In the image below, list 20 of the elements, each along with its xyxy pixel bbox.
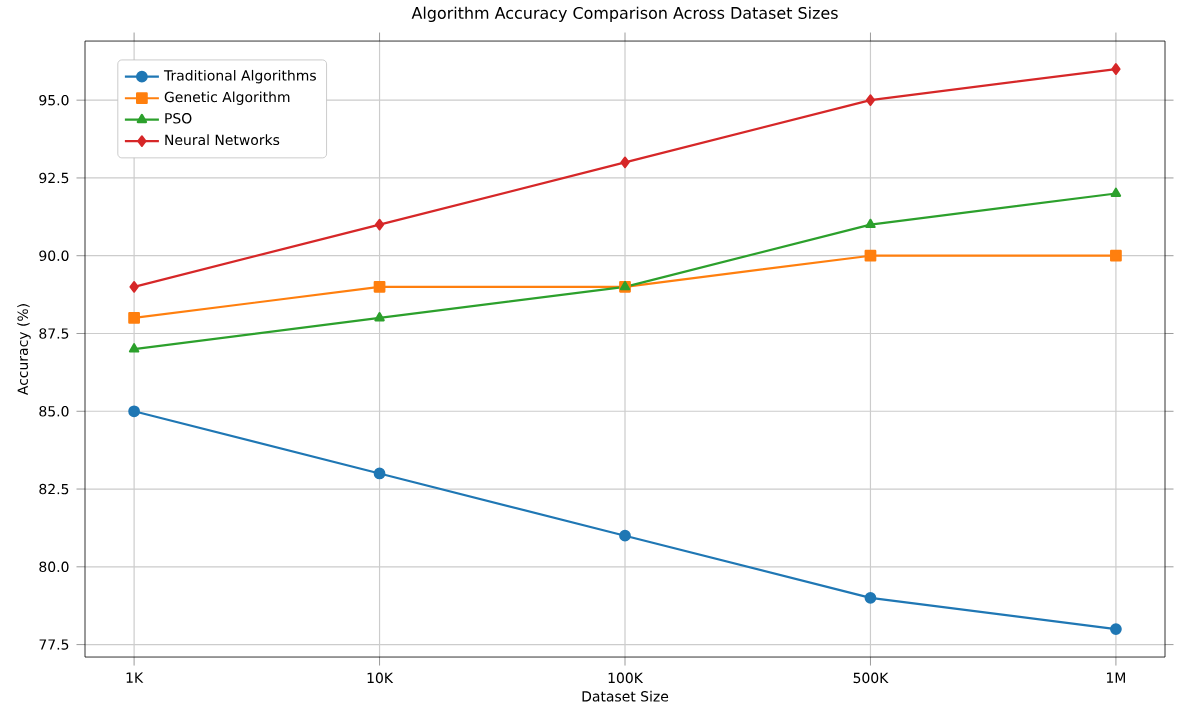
legend-label: Genetic Algorithm [164, 91, 290, 105]
y-axis-title: Accuracy (%) [17, 304, 31, 396]
y-tick-label: 92.5 [39, 172, 69, 184]
y-tick-label: 82.5 [39, 483, 69, 495]
x-tick-label: 500K [853, 672, 889, 684]
legend-label: Neural Networks [165, 134, 280, 146]
x-tick-label: 1M [1106, 672, 1125, 683]
y-tick-label: 87.5 [39, 328, 69, 339]
y-tick-label: 80.0 [39, 561, 69, 573]
y-tick-label: 85.0 [39, 405, 69, 417]
y-tick-label: 77.5 [39, 639, 69, 650]
legend-label: Traditional Algorithms [163, 69, 316, 84]
x-tick-label: 100K [608, 672, 644, 684]
x-tick-label: 10K [367, 672, 394, 684]
y-tick-label: 95.0 [39, 94, 69, 106]
y-tick-label: 90.0 [39, 250, 69, 261]
legend-label: PSO [165, 113, 192, 124]
x-axis-title: Dataset Size [582, 690, 669, 702]
chart-title: Algorithm Accuracy Comparison Across Dataset Sizes [411, 6, 838, 23]
x-tick-label: 1K [126, 672, 144, 683]
